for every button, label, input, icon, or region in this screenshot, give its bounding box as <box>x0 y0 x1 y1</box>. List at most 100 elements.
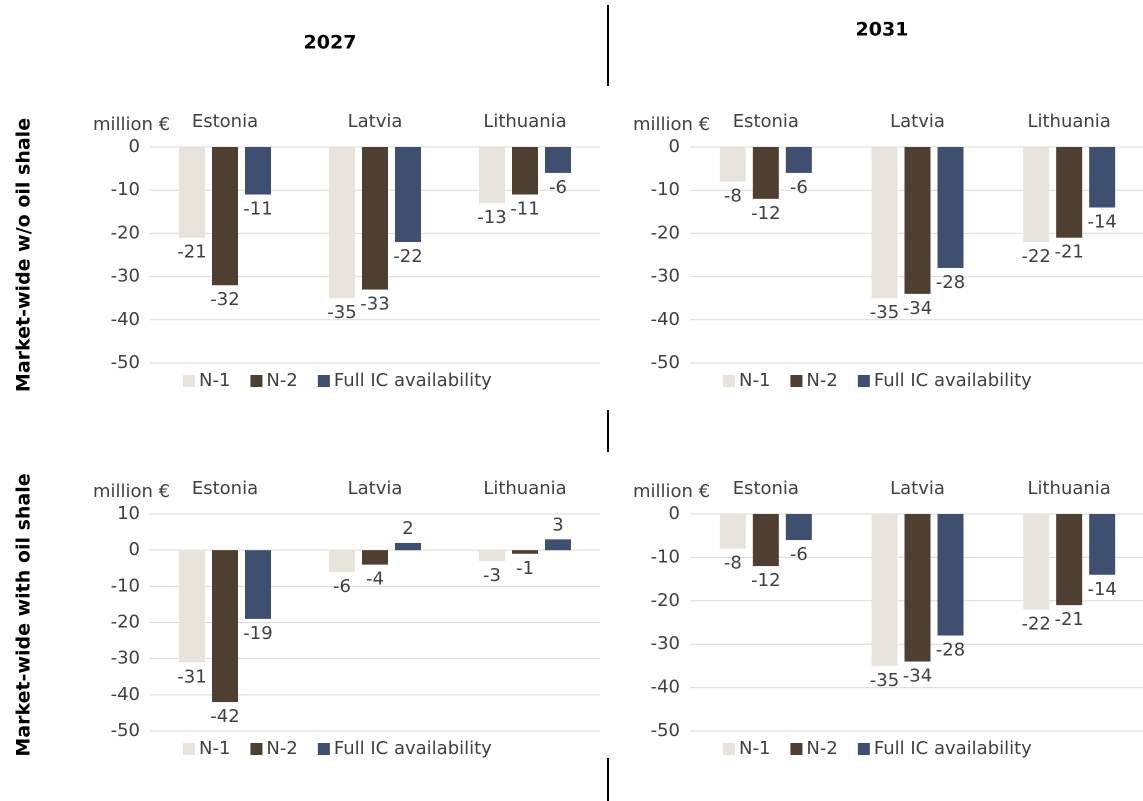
category-label: Lithuania <box>1027 111 1110 132</box>
y-axis-label: million € <box>633 481 710 502</box>
data-label: -1 <box>516 558 534 579</box>
legend-label: N-1 <box>739 738 770 759</box>
data-label: -21 <box>1054 242 1083 263</box>
data-label: -11 <box>510 199 539 220</box>
y-tick-label: -50 <box>111 720 140 741</box>
category-label: Estonia <box>192 111 258 132</box>
legend-swatch <box>250 743 263 755</box>
y-tick-label: -40 <box>651 309 680 330</box>
category-label: Latvia <box>348 111 403 132</box>
data-label: -11 <box>243 199 272 220</box>
bar <box>479 550 505 562</box>
data-label: -3 <box>483 565 501 586</box>
bar <box>512 550 538 554</box>
y-tick-label: -10 <box>651 546 680 567</box>
y-tick-label: -50 <box>651 352 680 373</box>
y-axis-label: million € <box>93 114 170 135</box>
y-tick-label: -30 <box>651 266 680 287</box>
bar <box>1089 147 1116 208</box>
data-label: -31 <box>177 666 206 687</box>
data-label: -21 <box>1054 609 1083 630</box>
y-tick-label: -20 <box>651 222 680 243</box>
y-tick-label: 0 <box>669 503 680 524</box>
bar <box>752 147 779 199</box>
legend-label: N-2 <box>266 738 297 759</box>
legend-swatch <box>183 743 195 755</box>
y-tick-label: 0 <box>669 136 680 157</box>
data-label: -35 <box>327 302 356 323</box>
legend-label: N-2 <box>806 738 837 759</box>
category-label: Latvia <box>890 111 945 132</box>
data-label: -8 <box>724 186 742 207</box>
data-label: -42 <box>210 706 239 727</box>
y-tick-label: -40 <box>111 309 140 330</box>
y-tick-label: -10 <box>111 575 140 596</box>
bar <box>871 514 898 666</box>
y-tick-label: -50 <box>651 720 680 741</box>
bar <box>871 147 898 299</box>
y-tick-label: -20 <box>651 590 680 611</box>
bar <box>719 514 746 549</box>
legend-swatch <box>317 375 330 387</box>
bar <box>904 147 931 294</box>
row-header: Market-wide w/o oil shale <box>13 118 35 392</box>
y-tick-label: -30 <box>651 633 680 654</box>
data-label: 3 <box>552 514 563 535</box>
category-label: Latvia <box>348 478 403 499</box>
legend-swatch <box>857 743 870 755</box>
data-label: -32 <box>210 289 239 310</box>
bar <box>545 147 571 173</box>
legend-label: N-1 <box>199 738 230 759</box>
data-label: -34 <box>903 298 932 319</box>
category-label: Lithuania <box>1027 478 1110 499</box>
bar <box>512 147 538 195</box>
data-label: -22 <box>393 246 422 267</box>
bar <box>362 550 388 565</box>
legend-swatch <box>723 375 735 387</box>
legend-label: N-1 <box>739 370 770 391</box>
legend-swatch <box>317 743 330 755</box>
y-axis-label: million € <box>633 114 710 135</box>
y-tick-label: -40 <box>111 684 140 705</box>
bar <box>785 147 812 173</box>
data-label: 2 <box>402 518 413 539</box>
legend-label: Full IC availability <box>874 738 1032 759</box>
legend-swatch <box>723 743 735 755</box>
bar <box>395 147 421 243</box>
category-label: Estonia <box>192 478 258 499</box>
data-label: -35 <box>870 302 899 323</box>
data-label: -14 <box>1087 211 1116 232</box>
legend-label: Full IC availability <box>334 370 492 391</box>
column-header: 2027 <box>304 32 357 54</box>
bar <box>179 147 205 238</box>
y-tick-label: 0 <box>129 136 140 157</box>
data-label: -6 <box>549 177 567 198</box>
row-header: Market-wide with oil shale <box>13 473 35 756</box>
bar <box>719 147 746 182</box>
bar <box>329 147 355 299</box>
legend-swatch <box>790 375 803 387</box>
data-label: -6 <box>790 177 808 198</box>
y-tick-label: -10 <box>651 179 680 200</box>
y-axis-label: million € <box>93 481 170 502</box>
data-label: -28 <box>936 640 965 661</box>
bar <box>212 147 238 286</box>
y-tick-label: -30 <box>111 648 140 669</box>
bar <box>752 514 779 567</box>
category-label: Estonia <box>733 111 799 132</box>
y-tick-label: 0 <box>129 539 140 560</box>
data-label: -22 <box>1021 613 1050 634</box>
bar <box>479 147 505 204</box>
bar <box>245 147 271 195</box>
data-label: -8 <box>724 553 742 574</box>
data-label: -14 <box>1087 579 1116 600</box>
bar <box>362 147 388 290</box>
y-tick-label: -40 <box>651 677 680 698</box>
bar <box>212 550 238 703</box>
bar <box>904 514 931 662</box>
bar <box>245 550 271 619</box>
bar <box>1089 514 1116 575</box>
legend-label: Full IC availability <box>874 370 1032 391</box>
data-label: -22 <box>1021 246 1050 267</box>
